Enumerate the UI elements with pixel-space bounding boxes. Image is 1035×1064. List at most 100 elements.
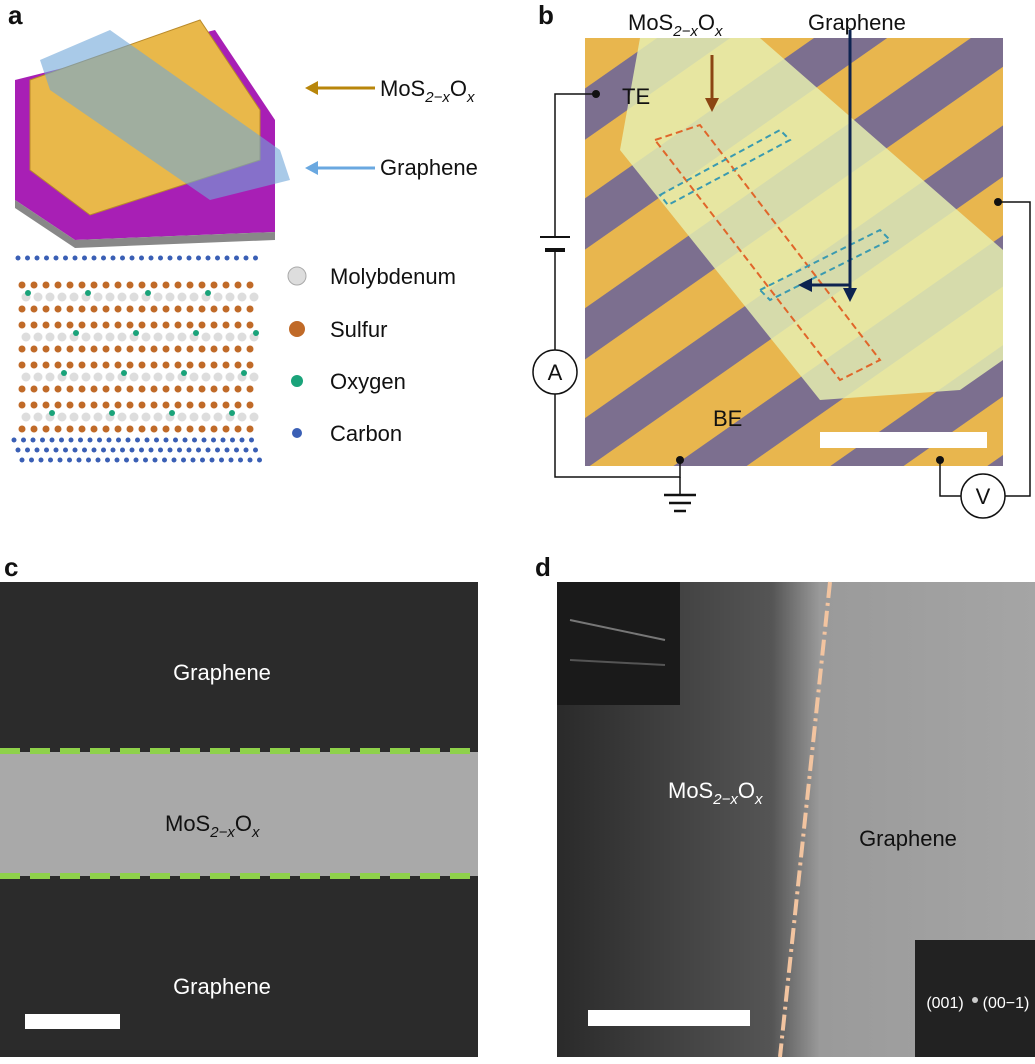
atom [90, 425, 98, 433]
atom [201, 437, 207, 443]
atom [129, 447, 135, 453]
atom [54, 401, 62, 409]
atom [210, 305, 218, 313]
atom [152, 457, 158, 463]
atom [33, 292, 43, 302]
atom [57, 457, 63, 463]
atom [174, 401, 182, 409]
text: O [738, 778, 755, 803]
atom [66, 281, 74, 289]
atom [243, 447, 249, 453]
atom [249, 437, 254, 443]
arrowhead [843, 288, 857, 302]
atom [133, 457, 139, 463]
atom [114, 361, 122, 369]
atom [198, 361, 206, 369]
atom [163, 437, 169, 443]
atom [153, 412, 163, 422]
atom [186, 401, 194, 409]
legend-marker [287, 266, 307, 286]
atom [246, 281, 254, 289]
atom [72, 255, 78, 261]
arrowhead [798, 278, 812, 292]
atom [67, 457, 72, 463]
legend-label: Molybdenum [330, 264, 456, 289]
electrode-outline [658, 128, 792, 207]
atom [114, 457, 120, 463]
subscript: x [251, 824, 260, 841]
atom [150, 425, 158, 433]
atom [196, 255, 201, 261]
atom [68, 437, 74, 443]
subscript: 2−x [424, 89, 450, 106]
atom [97, 437, 102, 443]
atom [30, 401, 38, 409]
atom [215, 255, 220, 261]
atom [114, 305, 122, 313]
atom [165, 332, 175, 342]
atom [198, 385, 206, 393]
graphene-flake [620, 38, 1003, 400]
atom [210, 345, 218, 353]
arrowhead [305, 81, 318, 95]
atom [253, 330, 259, 336]
atom [153, 292, 163, 302]
atom [63, 255, 68, 261]
atom [121, 370, 127, 376]
atom [237, 412, 247, 422]
atom [69, 372, 79, 382]
atom [126, 305, 134, 313]
panel-label: a [8, 0, 23, 30]
atom [246, 361, 254, 369]
atom [220, 437, 226, 443]
atom [105, 457, 110, 463]
atom [126, 425, 134, 433]
atom [222, 281, 230, 289]
atom [257, 457, 262, 463]
atom [234, 361, 242, 369]
atom [54, 305, 62, 313]
atom [69, 292, 79, 302]
atom [186, 425, 194, 433]
atom [105, 372, 115, 382]
atom [213, 292, 223, 302]
electrode-label: BE [713, 406, 742, 431]
atom [150, 345, 158, 353]
atom [78, 361, 86, 369]
atom [246, 425, 254, 433]
atom [237, 332, 247, 342]
atom [129, 372, 139, 382]
legend-marker [289, 321, 305, 337]
atom [198, 321, 206, 329]
text: O [450, 76, 467, 101]
atom [246, 305, 254, 313]
atom [158, 255, 163, 261]
atom [174, 361, 182, 369]
scale-bar [25, 1014, 120, 1029]
atom [86, 457, 91, 463]
panel-label: d [535, 552, 551, 582]
atom [15, 255, 21, 261]
atom [211, 437, 216, 443]
atom [205, 447, 211, 453]
atom [49, 410, 55, 416]
atom [186, 345, 194, 353]
atom [105, 292, 115, 302]
atom [154, 437, 159, 443]
atom [249, 292, 259, 302]
atom [210, 361, 218, 369]
atom [234, 401, 242, 409]
atom [114, 401, 122, 409]
atom [66, 385, 74, 393]
atom [186, 361, 194, 369]
atom [129, 412, 139, 422]
atom [54, 281, 62, 289]
atom [25, 255, 30, 261]
atom [78, 321, 86, 329]
atom [54, 361, 62, 369]
atom [210, 425, 218, 433]
atom [162, 385, 170, 393]
atom [102, 425, 110, 433]
atom [234, 425, 242, 433]
atom [234, 385, 242, 393]
